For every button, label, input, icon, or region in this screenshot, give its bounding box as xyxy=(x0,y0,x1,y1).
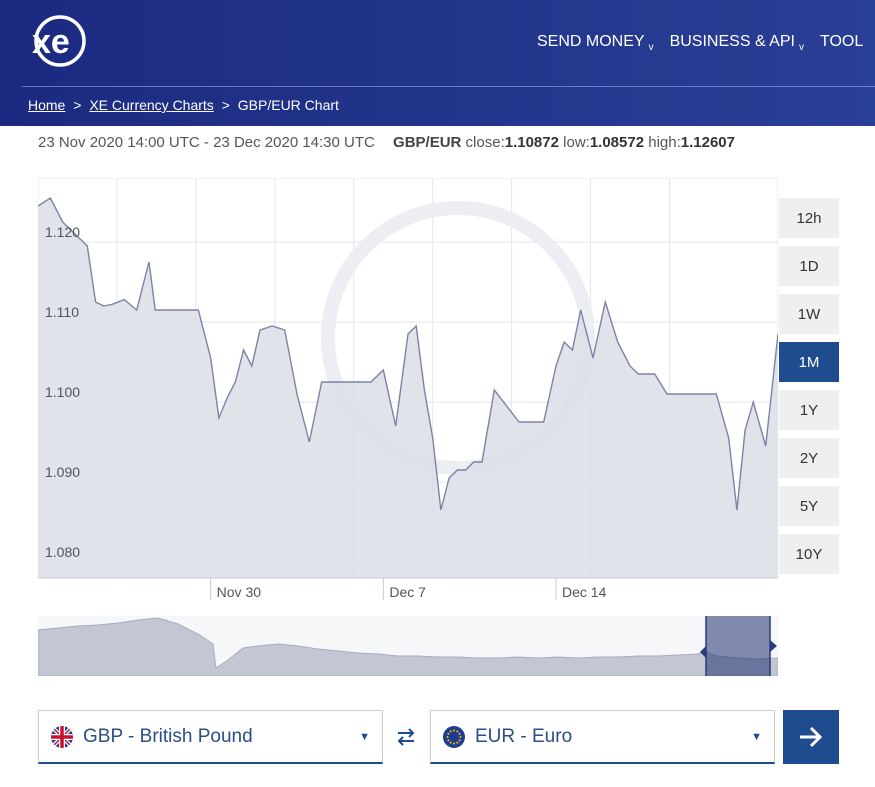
y-tick-label: 1.090 xyxy=(45,464,80,480)
x-tick-label: Nov 30 xyxy=(217,584,262,600)
series-line xyxy=(38,196,778,511)
series-area xyxy=(38,198,778,578)
header-divider xyxy=(22,86,875,87)
low-label: low: xyxy=(563,134,590,151)
range-1m-button[interactable]: 1M xyxy=(779,342,839,382)
y-tick-label: 1.120 xyxy=(45,224,80,240)
chevron-down-icon: v xyxy=(798,42,804,53)
swap-arrows-icon[interactable] xyxy=(394,725,418,749)
nav-tools-label: TOOL xyxy=(819,33,864,50)
range-1y-button[interactable]: 1Y xyxy=(779,390,839,430)
range-selector: 12h 1D 1W 1M 1Y 2Y 5Y 10Y xyxy=(779,198,839,582)
nav-send-money-label: SEND MONEY xyxy=(537,33,645,50)
currency-pair: GBP/EUR xyxy=(393,134,462,151)
main-nav: SEND MONEY v BUSINESS & API v TOOL xyxy=(537,33,863,53)
low-value: 1.08572 xyxy=(589,134,645,151)
navigator-left-handle[interactable] xyxy=(700,646,706,658)
nav-send-money[interactable]: SEND MONEY v xyxy=(537,33,654,53)
breadcrumb-separator: > xyxy=(73,97,82,113)
range-2y-button[interactable]: 2Y xyxy=(779,438,839,478)
uk-flag-icon xyxy=(51,725,73,748)
arrow-right-icon xyxy=(800,726,823,748)
from-currency-label: GBP - British Pound xyxy=(83,725,253,747)
range-12h-button[interactable]: 12h xyxy=(779,198,839,238)
x-tick-label: Dec 14 xyxy=(562,584,607,600)
navigator-chart[interactable] xyxy=(38,616,778,676)
to-currency-select[interactable]: EUR - Euro ▼ xyxy=(430,710,775,764)
breadcrumb-current: GBP/EUR Chart xyxy=(237,97,339,113)
range-5y-button[interactable]: 5Y xyxy=(779,486,839,526)
breadcrumb-charts-link[interactable]: XE Currency Charts xyxy=(89,97,214,113)
range-1d-button[interactable]: 1D xyxy=(779,246,839,286)
x-tick-label: Dec 7 xyxy=(389,584,426,600)
nav-business-api[interactable]: BUSINESS & API v xyxy=(669,33,804,53)
from-currency-select[interactable]: GBP - British Pound ▼ xyxy=(38,710,383,764)
logo-text: xe xyxy=(32,23,70,61)
chevron-down-icon: v xyxy=(648,42,654,53)
caret-down-icon: ▼ xyxy=(751,730,762,743)
rate-chart[interactable]: 1.080 1.090 1.100 1.110 1.120 Nov 30 Dec 7 Dec … xyxy=(38,178,778,608)
site-header: xe SEND MONEY v BUSINESS & API v TOOL Ho… xyxy=(0,0,875,126)
close-label: close: xyxy=(465,134,505,151)
y-tick-label: 1.080 xyxy=(45,544,80,560)
high-value: 1.12607 xyxy=(680,134,735,151)
range-10y-button[interactable]: 10Y xyxy=(779,534,839,574)
navigator-selection[interactable] xyxy=(706,616,770,676)
close-value: 1.10872 xyxy=(504,134,559,151)
y-tick-label: 1.110 xyxy=(45,304,79,320)
chart-info: 23 Nov 2020 14:00 UTC - 23 Dec 2020 14:3… xyxy=(38,134,735,151)
high-label: high: xyxy=(648,134,681,151)
nav-tools[interactable]: TOOL xyxy=(820,33,863,51)
navigator-right-handle[interactable] xyxy=(770,640,777,652)
eu-flag-icon xyxy=(443,725,465,748)
range-1w-button[interactable]: 1W xyxy=(779,294,839,334)
convert-button[interactable] xyxy=(783,710,839,764)
caret-down-icon: ▼ xyxy=(359,730,370,743)
y-tick-label: 1.100 xyxy=(45,384,80,400)
date-range: 23 Nov 2020 14:00 UTC - 23 Dec 2020 14:3… xyxy=(38,134,375,151)
nav-business-api-label: BUSINESS & API xyxy=(669,33,795,50)
breadcrumb-separator: > xyxy=(221,97,230,113)
breadcrumb: Home > XE Currency Charts > GBP/EUR Char… xyxy=(28,97,339,113)
breadcrumb-home-link[interactable]: Home xyxy=(28,97,66,113)
xe-logo[interactable]: xe xyxy=(26,14,90,68)
to-currency-label: EUR - Euro xyxy=(475,725,573,747)
